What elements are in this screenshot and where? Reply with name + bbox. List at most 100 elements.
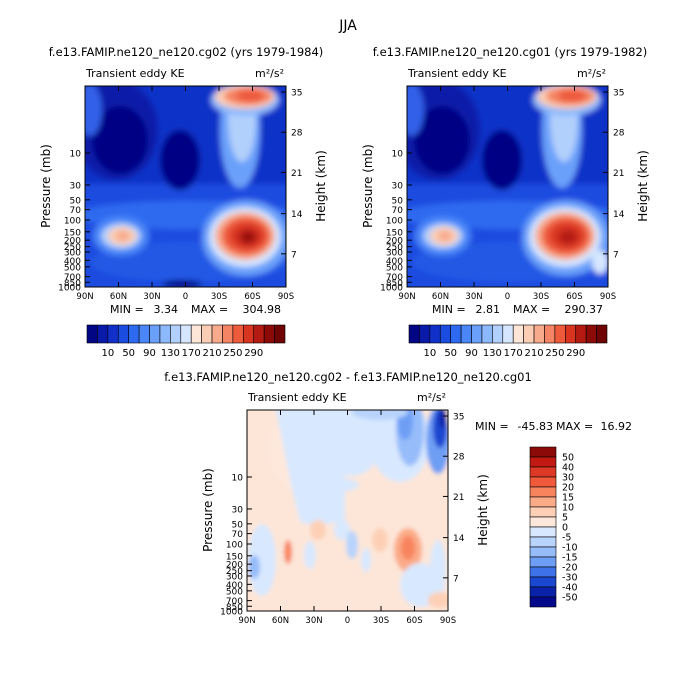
x-tick-label: 0 [345,616,350,626]
colorbar-swatch [429,324,441,344]
x-tick-label: 90N [238,616,255,626]
contour-field [247,410,448,611]
x-tick-label: 90N [76,292,93,302]
colorbar-label: 170 [504,348,523,359]
colorbar-swatch [529,446,557,458]
y-axis-label: Pressure (mb) [361,144,375,228]
colorbar-label: -40 [562,583,578,594]
colorbar: 10 50 90 130 170 210 250 290 [86,324,286,359]
colorbar-swatch [97,324,109,344]
y-tick-label: 50 [232,520,244,530]
figure-title: JJA [338,18,357,34]
colorbar-swatch [180,324,192,344]
colorbar-swatch [529,596,557,608]
colorbar-label: 130 [161,348,180,359]
colorbar-label: 90 [143,348,156,359]
y-tick-label: 150 [226,552,243,562]
x-tick-label: 30N [465,292,482,302]
colorbar-label: -50 [562,593,578,604]
colorbar-label: 90 [465,348,478,359]
contour-field [407,86,608,287]
y-tick-label: 400 [64,257,81,267]
y-right-tick-labels: 35 28 21 14 7 [443,413,465,584]
colorbar-swatch [170,324,182,344]
colorbar-swatch [149,324,161,344]
min-value: -45.83 [518,420,553,433]
min-label: MIN = [110,303,144,316]
y-tick-label: 150 [386,228,403,238]
colorbar-label: 170 [182,348,201,359]
colorbar-label: -30 [562,573,578,584]
colorbar-label: -20 [562,563,578,574]
y-axis-label-right: Height (km) [636,150,650,221]
y-tick-label: 250 [386,243,403,253]
panel-subtitle-left: Transient eddy KE [85,67,185,80]
y-tick-label: 50 [392,196,404,206]
panel-title: f.e13.FAMIP.ne120_ne120.cg02 - f.e13.FAM… [164,370,532,384]
panel-units: m²/s² [417,391,446,404]
y-right-tick-labels: 35 28 21 14 7 [603,89,625,260]
x-tick-label: 90S [278,292,294,302]
colorbar-label: 10 [101,348,114,359]
colorbar-swatch [544,324,556,344]
y-tick-label: 850 [64,279,81,289]
colorbar-label: 10 [562,503,574,514]
y-tick-label: 70 [232,530,244,540]
y-tick-label: 850 [226,603,243,613]
y-right-tick-label: 28 [291,129,303,139]
colorbar-swatch [502,324,514,344]
y-right-tick-label: 35 [453,413,464,423]
panel-cg02: f.e13.FAMIP.ne120_ne120.cg02 (yrs 1979-1… [39,45,328,359]
colorbar-label: 40 [562,463,574,474]
colorbar-swatch [529,556,557,568]
y-tick-label: 10 [392,150,404,160]
max-value: 304.98 [243,303,282,316]
panel-cg01: f.e13.FAMIP.ne120_ne120.cg01 (yrs 1979-1… [361,45,650,359]
y-right-tick-label: 35 [291,89,302,99]
colorbar-label: 5 [562,513,568,524]
x-tick-label: 30N [143,292,160,302]
y-tick-label: 200 [386,237,403,247]
x-tick-label: 90S [600,292,616,302]
max-label: MAX = [556,420,593,433]
x-tick-label: 60N [272,616,289,626]
colorbar-swatch [575,324,587,344]
colorbar-swatch [408,324,420,344]
colorbar-swatch [159,324,171,344]
x-tick-label: 90S [440,616,456,626]
panel-difference: f.e13.FAMIP.ne120_ne120.cg02 - f.e13.FAM… [164,370,632,626]
colorbar-label: 210 [203,348,222,359]
y-right-tick-label: 35 [613,89,624,99]
y-right-tick-label: 21 [291,169,302,179]
colorbar-swatch [211,324,223,344]
y-right-tick-label: 7 [613,250,619,260]
colorbar-swatch [471,324,483,344]
y-right-tick-label: 28 [453,453,465,463]
colorbar-swatch [529,506,557,518]
panel-subtitle-left: Transient eddy KE [247,391,347,404]
colorbar-label: 50 [122,348,135,359]
contour-field [85,86,286,287]
colorbar-label: 0 [562,523,568,534]
colorbar-swatch [529,476,557,488]
max-value: 290.37 [565,303,604,316]
colorbar-swatch [117,324,129,344]
y-tick-label: 400 [386,257,403,267]
colorbar-label: 250 [545,348,564,359]
colorbar-swatch [274,324,286,344]
x-tick-label: 60S [406,616,422,626]
colorbar-swatch [86,324,98,344]
y-axis-label-right: Height (km) [476,474,490,545]
x-tick-labels: 90N 60N 30N 0 30S 60S 90S [76,86,294,302]
colorbar-label: 10 [423,348,436,359]
y-tick-label: 10 [70,150,82,160]
x-tick-label: 30S [373,616,389,626]
colorbar-swatch [529,456,557,468]
y-tick-label: 1000 [220,608,243,618]
colorbar-label: -5 [562,533,571,544]
x-tick-label: 60S [566,292,582,302]
